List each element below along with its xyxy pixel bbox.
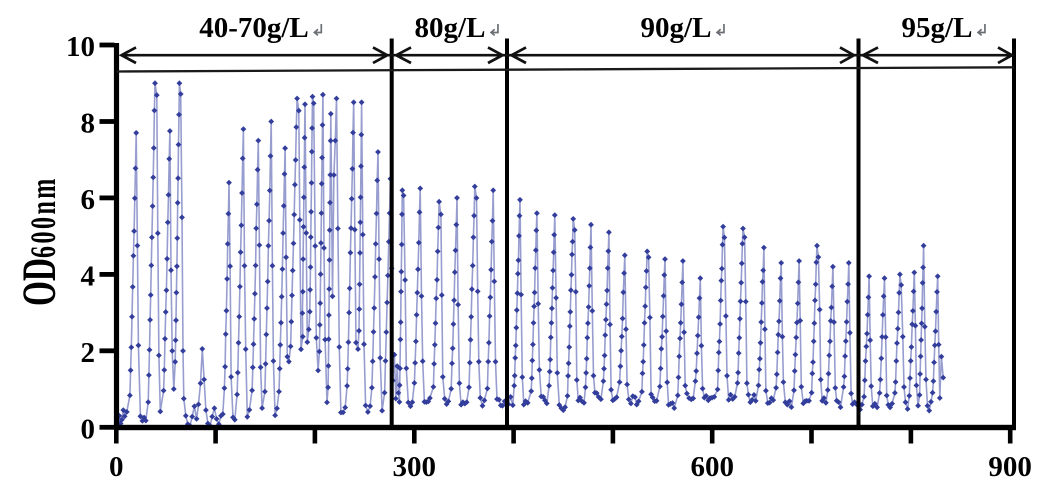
svg-text:10: 10 [66,31,95,63]
svg-text:0: 0 [81,413,96,445]
svg-text:80g/L: 80g/L [415,12,486,44]
svg-text:95g/L: 95g/L [902,12,973,44]
svg-text:900: 900 [988,451,1032,483]
svg-text:300: 300 [392,451,436,483]
svg-text:8: 8 [81,108,96,140]
svg-text:2: 2 [81,337,96,369]
svg-text:90g/L: 90g/L [641,12,712,44]
svg-text:40-70g/L: 40-70g/L [199,12,309,44]
svg-text:4: 4 [81,260,96,292]
svg-text:0: 0 [109,451,124,483]
svg-text:6: 6 [81,184,96,216]
svg-text:600: 600 [690,451,734,483]
